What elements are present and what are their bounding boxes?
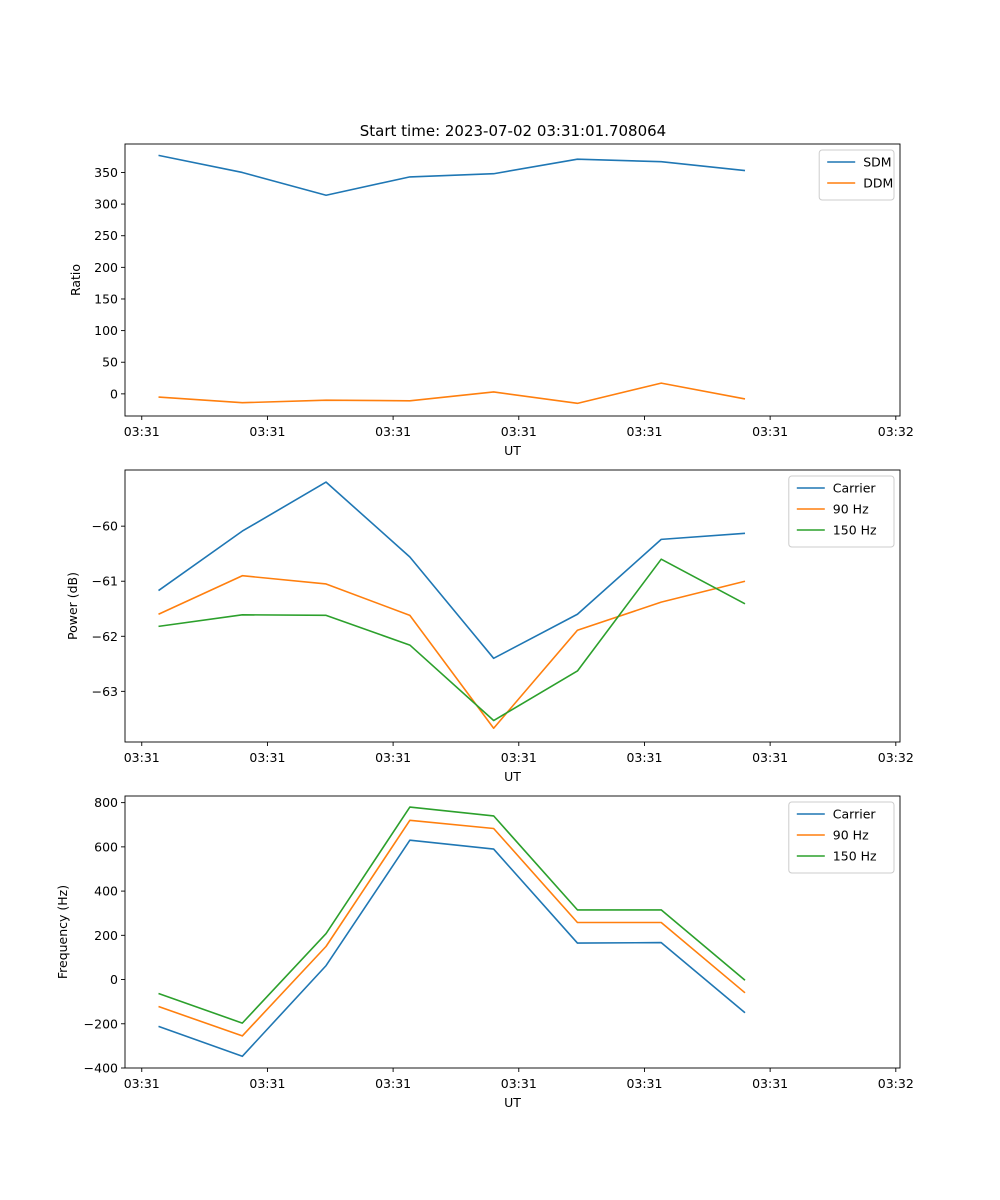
series-line-90-hz [158, 819, 746, 1037]
x-tick-label: 03:32 [878, 424, 914, 439]
x-tick-label: 03:31 [501, 1076, 537, 1091]
x-tick-label: 03:31 [249, 750, 285, 765]
y-tick-label: −62 [92, 629, 118, 644]
legend-label: SDM [863, 155, 891, 170]
y-tick-label: −61 [92, 574, 118, 589]
x-tick-label: 03:31 [626, 1076, 662, 1091]
series-line-ddm [158, 382, 746, 405]
chart-panel-3: 03:31 03:31 03:31 03:31 03:31 03:31 03:32 −400 −… [55, 795, 914, 1110]
axes-frame [124, 143, 901, 417]
axes-frame [124, 795, 901, 1069]
x-tick-label: 03:31 [626, 424, 662, 439]
x-tick-label: 03:31 [752, 424, 788, 439]
y-tick-label: −60 [92, 519, 118, 534]
y-tick-label: 200 [94, 928, 118, 943]
y-tick-label: 100 [94, 323, 118, 338]
x-axis-label: UT [504, 443, 521, 458]
legend-label: Carrier [833, 807, 877, 822]
x-tick-label: 03:31 [501, 750, 537, 765]
y-tick-label: 800 [94, 795, 118, 810]
series-line-150-hz [158, 806, 746, 1024]
series-line-sdm [158, 154, 746, 197]
y-tick-label: 0 [110, 386, 118, 401]
y-tick-label: 150 [94, 291, 118, 306]
series-line-carrier [158, 481, 746, 660]
x-axis-label: UT [504, 769, 521, 784]
y-tick-label: 250 [94, 228, 118, 243]
x-tick-label: 03:31 [124, 424, 160, 439]
legend: Carrier 90 Hz 150 Hz [788, 475, 895, 548]
y-tick-label: 600 [94, 839, 118, 854]
y-tick-label: 200 [94, 260, 118, 275]
legend: Carrier 90 Hz 150 Hz [788, 801, 895, 874]
x-tick-label: 03:31 [375, 1076, 411, 1091]
y-axis-label: Power (dB) [65, 572, 80, 640]
x-tick-label: 03:31 [752, 1076, 788, 1091]
x-tick-label: 03:31 [501, 424, 537, 439]
x-tick-label: 03:31 [124, 750, 160, 765]
y-tick-label: −400 [84, 1061, 118, 1076]
y-tick-label: −63 [92, 684, 118, 699]
y-tick-label: 400 [94, 884, 118, 899]
x-tick-label: 03:31 [249, 424, 285, 439]
y-tick-label: 0 [110, 972, 118, 987]
x-tick-label: 03:32 [878, 1076, 914, 1091]
chart-panel-1: 03:31 03:31 03:31 03:31 03:31 03:31 03:32 0 50 10… [68, 143, 914, 458]
x-tick-label: 03:31 [375, 750, 411, 765]
x-tick-label: 03:32 [878, 750, 914, 765]
x-tick-label: 03:31 [375, 424, 411, 439]
series-line-150-hz [158, 558, 746, 722]
x-tick-label: 03:31 [124, 1076, 160, 1091]
legend-label: 90 Hz [833, 502, 869, 517]
figure-title: Start time: 2023-07-02 03:31:01.708064 [360, 122, 666, 140]
y-axis-label: Frequency (Hz) [55, 885, 70, 979]
legend: SDM DDM [818, 149, 895, 201]
x-axis-label: UT [504, 1095, 521, 1110]
legend-label: Carrier [833, 481, 877, 496]
axes-frame [124, 469, 901, 743]
x-tick-label: 03:31 [752, 750, 788, 765]
y-tick-label: −200 [84, 1016, 118, 1031]
chart-panel-2: 03:31 03:31 03:31 03:31 03:31 03:31 03:32 −63 −6… [65, 469, 914, 784]
y-tick-label: 50 [102, 355, 118, 370]
y-tick-label: 300 [94, 197, 118, 212]
legend-label: DDM [863, 176, 893, 191]
legend-label: 90 Hz [833, 828, 869, 843]
series-line-90-hz [158, 574, 746, 730]
x-tick-label: 03:31 [249, 1076, 285, 1091]
y-tick-label: 350 [94, 165, 118, 180]
legend-label: 150 Hz [833, 849, 877, 864]
legend-label: 150 Hz [833, 523, 877, 538]
y-axis-label: Ratio [68, 264, 83, 296]
x-tick-label: 03:31 [626, 750, 662, 765]
series-line-carrier [158, 839, 746, 1058]
